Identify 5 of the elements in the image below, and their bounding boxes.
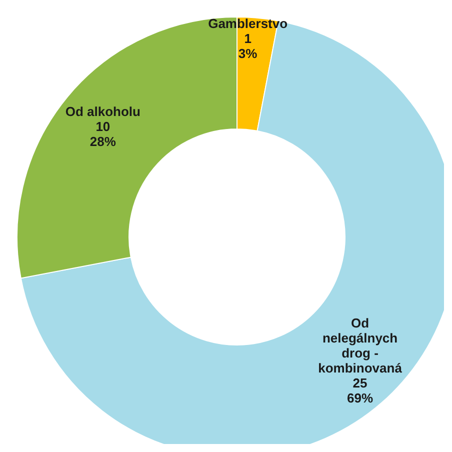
- slice-label: Od nelegálnych drog - kombinovaná: [318, 315, 403, 376]
- data-label: 10 28%: [90, 118, 116, 149]
- data-label: 25 69%: [347, 375, 374, 406]
- data-label: 1 3%: [238, 30, 258, 60]
- slice-label: Od alkoholu: [65, 104, 141, 119]
